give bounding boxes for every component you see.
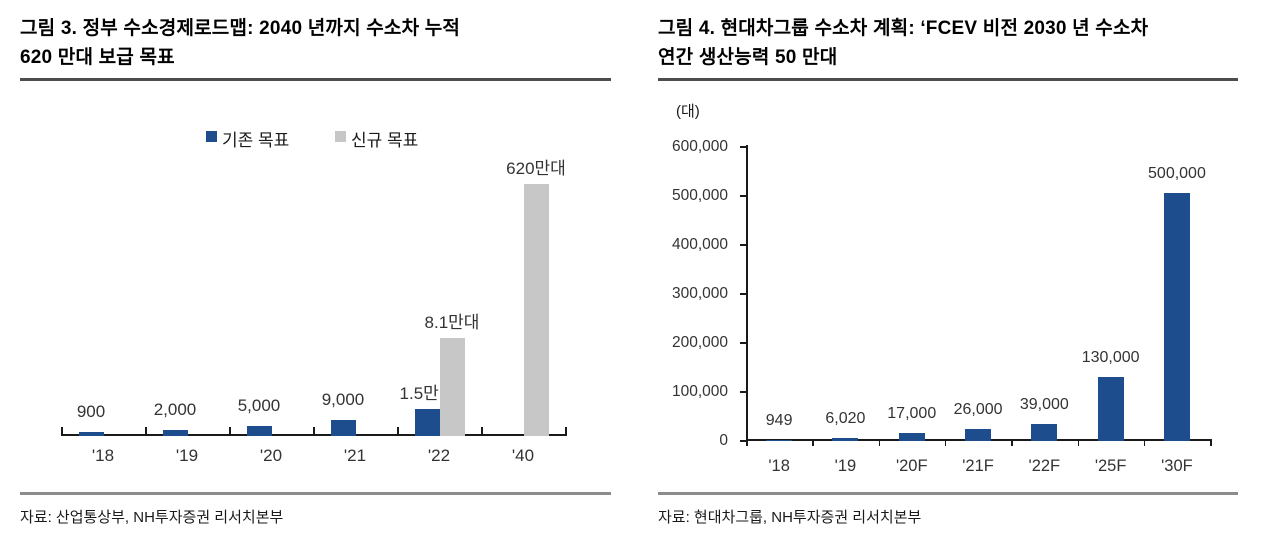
x-axis-tick bbox=[812, 441, 814, 446]
x-axis-tick bbox=[397, 427, 399, 436]
category-label: '30F bbox=[1161, 457, 1193, 475]
legend-label-new-target: 신규 목표 bbox=[351, 131, 419, 150]
category-label: '21F bbox=[962, 457, 994, 475]
category-label: '22F bbox=[1028, 457, 1061, 475]
value-label: 130,000 bbox=[1081, 349, 1140, 366]
bar-production bbox=[766, 440, 793, 441]
category-label: '19 bbox=[175, 446, 199, 465]
y-tick-label: 500,000 bbox=[671, 187, 728, 204]
bar-existing bbox=[415, 409, 440, 436]
figure3-title-rule bbox=[20, 78, 611, 81]
value-label: 500,000 bbox=[1148, 165, 1206, 182]
bar-new bbox=[440, 338, 465, 436]
category-label: '40 bbox=[511, 446, 535, 465]
category-label: '19 bbox=[834, 457, 857, 475]
y-axis-tick bbox=[740, 440, 746, 442]
bar-existing bbox=[79, 432, 104, 436]
figure4-title: 그림 4. 현대차그룹 수소차 계획: ‘FCEV 비전 2030 년 수소차 … bbox=[658, 14, 1238, 72]
value-label: 39,000 bbox=[1019, 396, 1069, 413]
figure4-source-rule bbox=[658, 492, 1238, 495]
x-axis-tick bbox=[145, 427, 147, 436]
x-axis-tick bbox=[1143, 441, 1146, 446]
value-label: 5,000 bbox=[237, 396, 281, 415]
x-axis-tick bbox=[944, 441, 947, 446]
y-tick-label: 600,000 bbox=[671, 138, 728, 155]
y-tick-label: 100,000 bbox=[671, 383, 728, 400]
figure3-title-line2: 620 만대 보급 목표 bbox=[20, 47, 175, 68]
figure4-panel: 그림 4. 현대차그룹 수소차 계획: ‘FCEV 비전 2030 년 수소차 … bbox=[658, 14, 1238, 553]
value-label: 6,020 bbox=[825, 409, 866, 427]
figure3-title: 그림 3. 정부 수소경제로드맵: 2040 년까지 수소차 누적 620 만대… bbox=[20, 14, 611, 72]
figure4-title-line2: 연간 생산능력 50 만대 bbox=[658, 47, 838, 68]
bar-existing bbox=[247, 426, 272, 436]
y-axis-tick bbox=[740, 391, 746, 393]
x-axis-tick bbox=[1077, 441, 1080, 446]
bar-production bbox=[832, 437, 859, 441]
value-label: 900 bbox=[76, 402, 106, 421]
x-axis-tick bbox=[61, 427, 63, 436]
category-label: '25F bbox=[1094, 457, 1127, 475]
x-axis-tick bbox=[565, 427, 567, 436]
figure4-unit-label: (대) bbox=[676, 103, 700, 120]
legend-label-existing-target: 기존 목표 bbox=[222, 131, 290, 150]
legend-swatch-existing-target bbox=[206, 131, 217, 142]
figure3-panel: 그림 3. 정부 수소경제로드맵: 2040 년까지 수소차 누적 620 만대… bbox=[20, 14, 611, 553]
bar-production bbox=[898, 433, 925, 441]
figure4-source: 자료: 현대차그룹, NH투자증권 리서치본부 bbox=[658, 509, 922, 526]
figure3-source: 자료: 산업통상부, NH투자증권 리서치본부 bbox=[20, 509, 284, 526]
y-tick-label: 400,000 bbox=[671, 236, 728, 253]
category-label: '18 bbox=[91, 446, 115, 465]
value-label: 9,000 bbox=[321, 389, 365, 409]
category-label: '20F bbox=[895, 457, 928, 475]
value-label: 26,000 bbox=[953, 400, 1003, 418]
y-axis-tick bbox=[740, 244, 746, 246]
figure4-title-rule bbox=[658, 78, 1238, 81]
bar-new bbox=[524, 184, 549, 436]
category-label: '18 bbox=[768, 457, 790, 475]
value-label: 17,000 bbox=[887, 405, 937, 422]
value-label: 8.1만대 bbox=[424, 313, 480, 332]
legend-swatch-new-target bbox=[335, 131, 346, 142]
category-label: '21 bbox=[343, 446, 367, 465]
value-label: 949 bbox=[765, 412, 793, 429]
category-label: '22 bbox=[427, 446, 451, 465]
bar-production bbox=[965, 428, 992, 441]
figure3-legend: 기존 목표 신규 목표 bbox=[20, 126, 611, 150]
figure3-title-line1: 그림 3. 정부 수소경제로드맵: 2040 년까지 수소차 누적 bbox=[20, 18, 461, 39]
y-axis-tick bbox=[740, 146, 746, 148]
y-tick-label: 300,000 bbox=[671, 285, 728, 302]
y-axis-tick bbox=[740, 293, 746, 295]
bar-existing bbox=[331, 419, 356, 436]
x-axis-tick bbox=[1210, 441, 1212, 446]
y-tick-label: 0 bbox=[719, 432, 728, 449]
y-axis-line bbox=[746, 145, 748, 443]
figure3-plot: '18 900 '19 2,000 '20 5,000 '21 9,000 '22 1.5만대 8.… bbox=[20, 14, 611, 553]
bar-production bbox=[1031, 424, 1058, 441]
bar-production bbox=[1097, 377, 1124, 441]
x-axis-tick bbox=[481, 427, 483, 436]
bar-existing bbox=[163, 429, 188, 436]
y-axis-tick bbox=[740, 195, 746, 197]
x-axis-tick bbox=[878, 441, 881, 446]
figure4-title-line1: 그림 4. 현대차그룹 수소차 계획: ‘FCEV 비전 2030 년 수소차 bbox=[658, 18, 1149, 39]
y-axis-tick bbox=[740, 342, 746, 344]
x-axis-tick bbox=[1011, 441, 1013, 446]
x-axis-tick bbox=[313, 427, 315, 436]
figure4-plot: 0 100,000 200,000 300,000 400,000 500,000 600,… bbox=[658, 14, 1238, 553]
category-label: '20 bbox=[259, 446, 283, 465]
value-label: 620만대 bbox=[506, 159, 566, 178]
x-axis-tick bbox=[229, 427, 231, 436]
value-label: 2,000 bbox=[153, 399, 197, 419]
value-label: 1.5만대 bbox=[399, 384, 455, 403]
figure3-source-rule bbox=[20, 492, 611, 495]
bar-production bbox=[1163, 193, 1190, 441]
x-axis-tick bbox=[746, 441, 748, 446]
y-tick-label: 200,000 bbox=[671, 334, 728, 351]
